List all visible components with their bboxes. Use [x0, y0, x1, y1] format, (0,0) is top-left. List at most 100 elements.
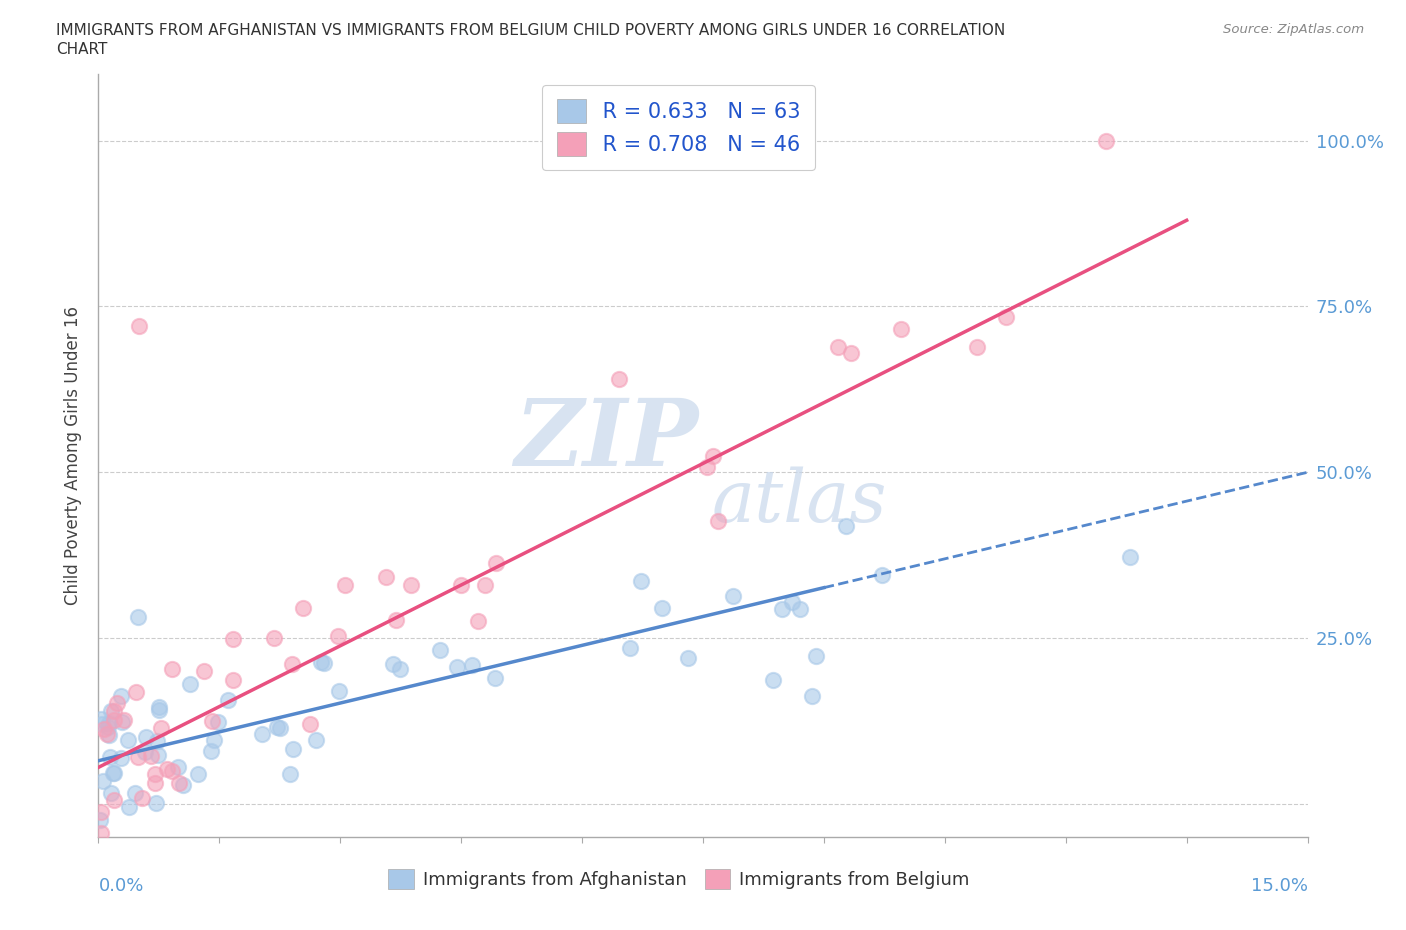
- Text: IMMIGRANTS FROM AFGHANISTAN VS IMMIGRANTS FROM BELGIUM CHILD POVERTY AMONG GIRLS: IMMIGRANTS FROM AFGHANISTAN VS IMMIGRANT…: [56, 23, 1005, 38]
- Point: [141, 749, 163, 764]
- Point: [263, 631, 285, 645]
- Point: [280, 656, 302, 671]
- Point: [148, 703, 170, 718]
- Point: [827, 339, 849, 354]
- Point: [125, 684, 148, 699]
- Point: [155, 762, 177, 777]
- Point: [328, 684, 350, 698]
- Point: [135, 730, 157, 745]
- Point: [150, 720, 173, 735]
- Point: [446, 659, 468, 674]
- Point: [193, 663, 215, 678]
- Point: [484, 671, 506, 685]
- Point: [890, 322, 912, 337]
- Point: [103, 703, 125, 718]
- Point: [172, 778, 194, 793]
- Point: [100, 750, 122, 764]
- Point: [450, 578, 472, 592]
- Point: [835, 519, 858, 534]
- Point: [630, 573, 652, 588]
- Point: [91, 774, 114, 789]
- Point: [770, 602, 793, 617]
- Point: [375, 570, 398, 585]
- Point: [474, 578, 496, 592]
- Legend: Immigrants from Afghanistan, Immigrants from Belgium: Immigrants from Afghanistan, Immigrants …: [381, 861, 976, 897]
- Point: [103, 712, 125, 727]
- Point: [381, 657, 404, 671]
- Point: [804, 649, 827, 664]
- Point: [103, 766, 125, 781]
- Point: [103, 792, 125, 807]
- Point: [131, 790, 153, 805]
- Point: [166, 759, 188, 774]
- Point: [966, 339, 988, 354]
- Y-axis label: Child Poverty Among Girls Under 16: Child Poverty Among Girls Under 16: [65, 306, 83, 605]
- Text: CHART: CHART: [56, 42, 108, 57]
- Point: [222, 672, 245, 687]
- Point: [105, 696, 128, 711]
- Point: [90, 711, 112, 726]
- Point: [179, 677, 201, 692]
- Point: [269, 721, 291, 736]
- Point: [89, 813, 111, 828]
- Text: 0.0%: 0.0%: [98, 877, 143, 895]
- Point: [995, 310, 1018, 325]
- Point: [782, 594, 804, 609]
- Text: Source: ZipAtlas.com: Source: ZipAtlas.com: [1223, 23, 1364, 36]
- Text: atlas: atlas: [711, 466, 887, 537]
- Point: [485, 555, 508, 570]
- Point: [148, 700, 170, 715]
- Point: [146, 734, 169, 749]
- Point: [134, 745, 156, 760]
- Point: [146, 748, 169, 763]
- Point: [143, 766, 166, 781]
- Point: [707, 514, 730, 529]
- Point: [252, 726, 274, 741]
- Point: [384, 612, 406, 627]
- Point: [90, 805, 112, 820]
- Point: [202, 733, 225, 748]
- Point: [169, 776, 191, 790]
- Point: [128, 319, 150, 334]
- Point: [266, 719, 288, 734]
- Point: [93, 722, 115, 737]
- Point: [160, 764, 183, 778]
- Point: [1095, 133, 1118, 148]
- Point: [207, 714, 229, 729]
- Point: [91, 717, 114, 732]
- Point: [98, 727, 121, 742]
- Point: [143, 776, 166, 790]
- Point: [118, 800, 141, 815]
- Point: [870, 567, 893, 582]
- Point: [388, 661, 411, 676]
- Point: [800, 689, 823, 704]
- Point: [314, 656, 336, 671]
- Point: [98, 715, 121, 730]
- Point: [96, 727, 118, 742]
- Point: [305, 733, 328, 748]
- Point: [607, 371, 630, 386]
- Point: [127, 750, 149, 764]
- Point: [326, 629, 349, 644]
- Point: [619, 641, 641, 656]
- Point: [145, 796, 167, 811]
- Point: [281, 742, 304, 757]
- Point: [676, 650, 699, 665]
- Point: [333, 578, 356, 592]
- Point: [201, 714, 224, 729]
- Point: [117, 733, 139, 748]
- Point: [299, 717, 322, 732]
- Point: [110, 751, 132, 766]
- Point: [110, 688, 132, 703]
- Point: [278, 767, 301, 782]
- Point: [222, 631, 245, 646]
- Point: [429, 643, 451, 658]
- Point: [762, 672, 785, 687]
- Point: [112, 712, 135, 727]
- Point: [399, 578, 422, 593]
- Point: [839, 346, 862, 361]
- Point: [789, 602, 811, 617]
- Point: [124, 786, 146, 801]
- Point: [723, 588, 745, 603]
- Point: [651, 601, 673, 616]
